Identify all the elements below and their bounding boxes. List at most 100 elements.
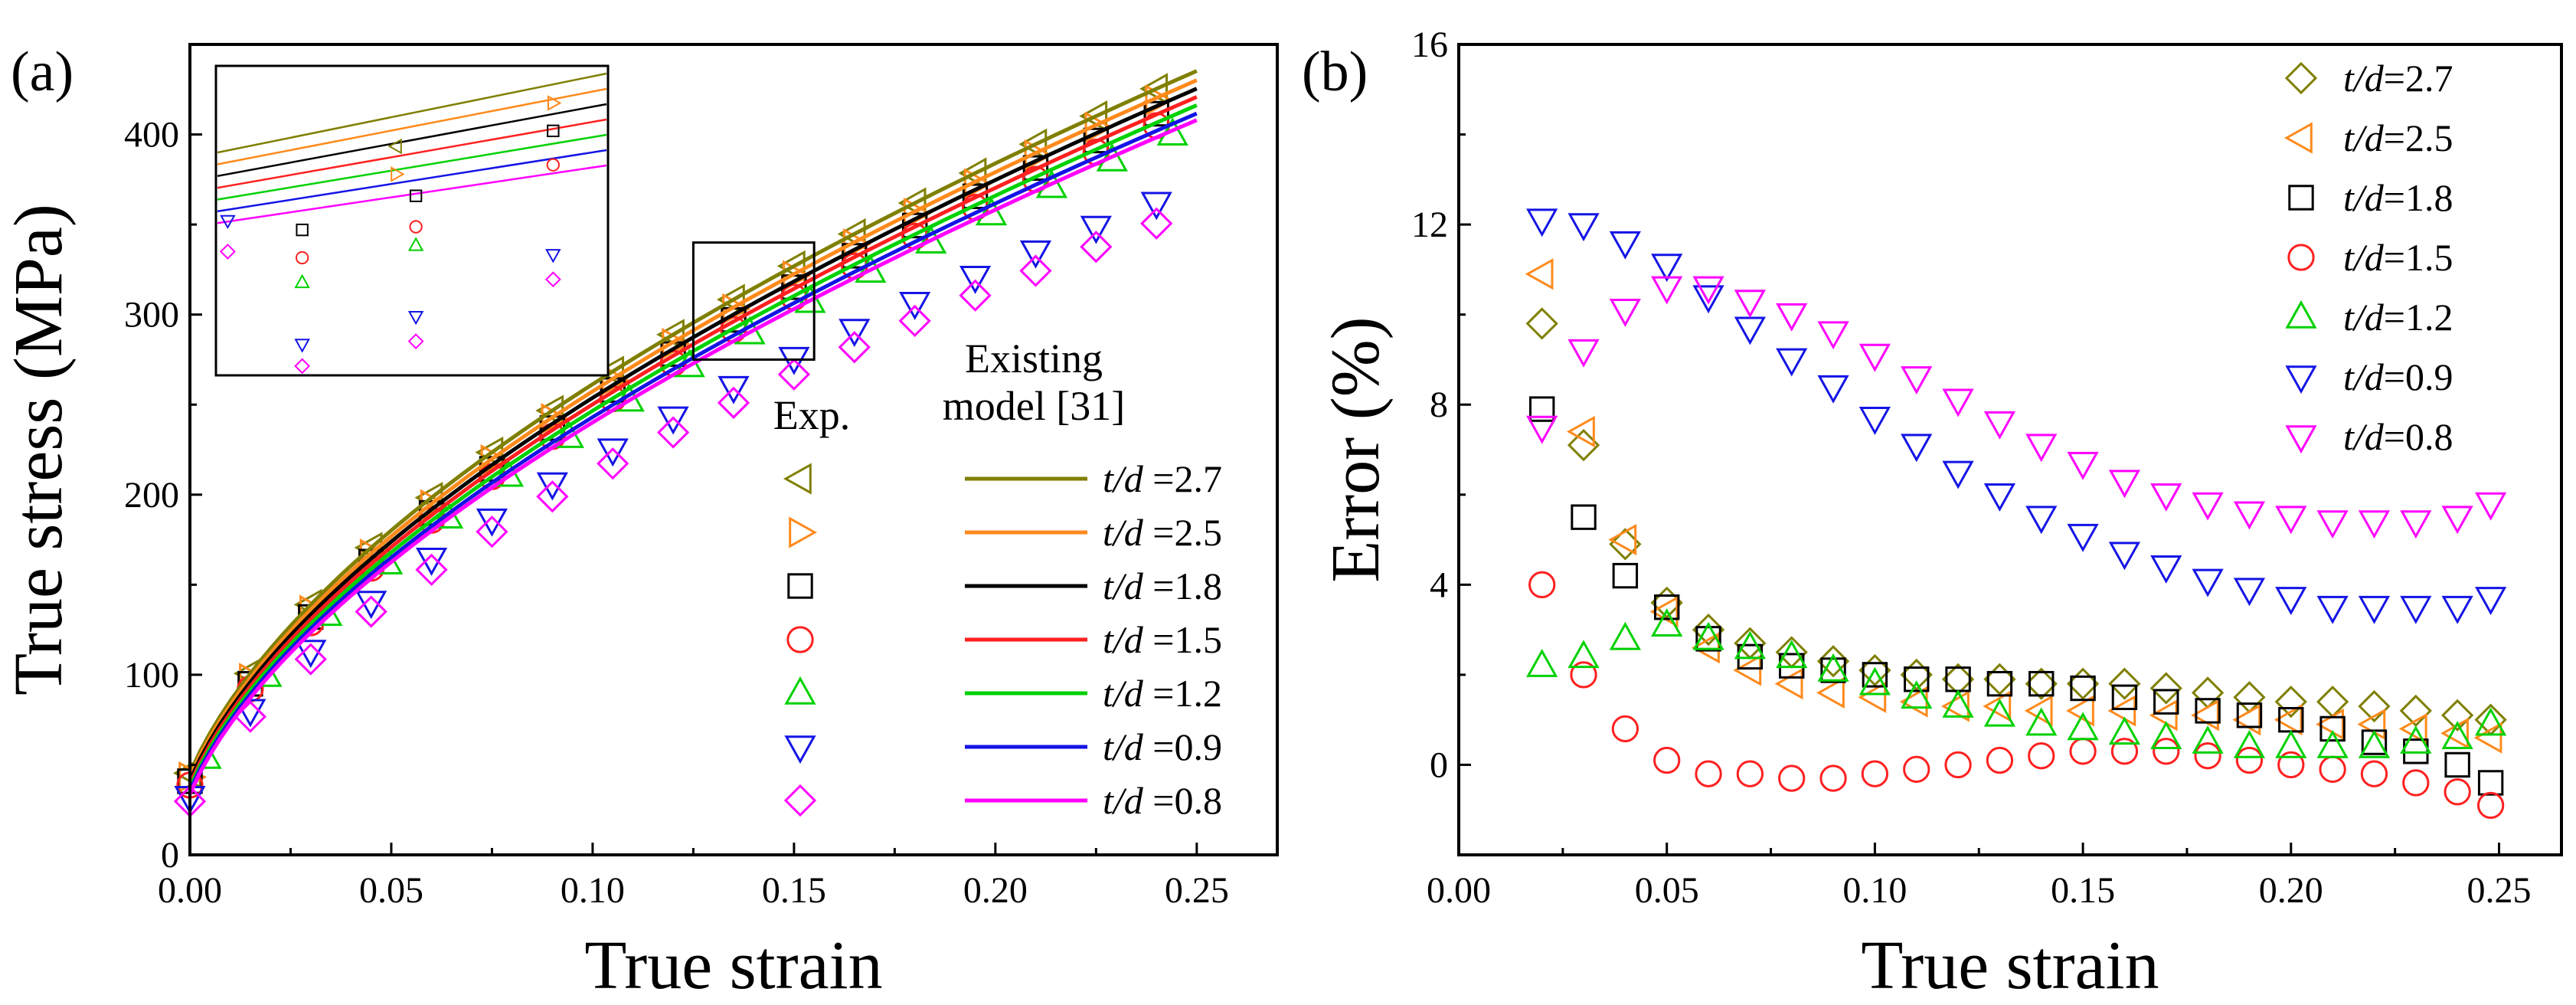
error-point-3-23	[2476, 791, 2505, 819]
exp-point-6-2	[294, 643, 327, 676]
error-point-1-1	[1566, 415, 1595, 448]
legend-a-label-4: t/d =1.2	[1103, 672, 1222, 715]
error-point-6-23	[2475, 492, 2507, 521]
error-point-6-22	[2441, 506, 2473, 535]
error-point-5-19	[2316, 595, 2349, 624]
error-point-0-13	[2066, 667, 2100, 700]
error-point-3-10	[1944, 751, 1972, 779]
error-point-1-21	[2398, 712, 2427, 745]
exp-point-6-11	[838, 331, 871, 364]
error-point-5-5	[1734, 316, 1766, 345]
exp-point-0-15	[1079, 100, 1108, 133]
error-point-6-10	[1942, 388, 1974, 417]
exp-point-5-4	[415, 547, 448, 576]
error-point-3-15	[2153, 738, 2180, 765]
error-point-2-22	[2444, 751, 2470, 778]
b-xtick-label-3: 0.15	[2051, 870, 2115, 911]
inset-line-0	[217, 72, 607, 154]
a-xtick-label-1: 0.05	[359, 870, 423, 911]
error-point-5-9	[1901, 434, 1933, 463]
error-point-2-21	[2403, 738, 2429, 764]
error-point-0-8	[1858, 653, 1891, 687]
error-point-6-15	[2150, 483, 2182, 512]
error-point-4-18	[2275, 729, 2307, 758]
error-point-4-2	[1609, 621, 1641, 650]
error-point-3-3	[1653, 746, 1681, 774]
error-point-6-8	[1858, 343, 1891, 372]
a-xtick-label-4: 0.20	[963, 870, 1028, 911]
legend-a-marker-6	[783, 784, 817, 817]
error-point-3-4	[1695, 760, 1722, 787]
inset-line-4	[217, 133, 607, 201]
error-point-4-21	[2400, 725, 2432, 754]
inset-point-1	[391, 166, 405, 182]
error-point-2-7	[1820, 657, 1846, 683]
legend-b-marker-4	[2285, 300, 2317, 329]
inset-markers	[219, 95, 562, 375]
legend-header-model-line-1: Existing	[965, 336, 1103, 381]
error-point-5-20	[2358, 595, 2391, 624]
panel-b-y-ticks: 0 4 8 12 16	[1411, 25, 1471, 856]
panel-a-stress-strain-chart: (a) 0.00 0.05 0.10 0.15 0.20 0.25 0 100 200 300 4…	[1, 41, 1279, 1003]
error-point-2-1	[1571, 504, 1597, 530]
legend-b-marker-1	[2283, 122, 2313, 154]
exp-point-5-11	[839, 319, 871, 348]
b-xtick-label-2: 0.10	[1842, 870, 1907, 911]
error-point-6-20	[2358, 510, 2391, 539]
a-xtick-label-2: 0.10	[561, 870, 625, 911]
exp-point-6-12	[898, 304, 931, 338]
error-point-4-7	[1817, 653, 1849, 682]
panel-b-y-axis-label: Error (%)	[1318, 316, 1394, 582]
error-point-5-7	[1817, 375, 1849, 404]
panel-b-label: (b)	[1302, 41, 1368, 103]
error-point-4-10	[1942, 689, 1974, 718]
exp-point-5-2	[295, 640, 327, 669]
a-ytick-label-1: 100	[124, 655, 179, 696]
legend-b-label-1: t/d=2.5	[2343, 116, 2453, 159]
b-xtick-label-5: 0.25	[2466, 870, 2531, 911]
error-point-1-14	[2107, 695, 2136, 727]
a-xtick-label-0: 0.00	[158, 870, 222, 911]
legend-a-marker-5	[784, 735, 816, 764]
error-point-0-4	[1692, 613, 1725, 647]
error-point-3-9	[1903, 755, 1930, 783]
error-point-6-12	[2025, 434, 2058, 463]
panel-a-plot-frame	[188, 43, 1279, 856]
panel-b-error-markers	[1525, 208, 2507, 819]
inset-point-12	[407, 310, 424, 326]
exp-point-5-14	[1019, 240, 1052, 269]
exp-point-4-12	[915, 225, 947, 254]
panel-a-inset	[214, 64, 610, 377]
model-line-6	[188, 118, 1198, 795]
inset-point-8	[546, 158, 560, 172]
legend-a-label-5: t/d =0.9	[1103, 725, 1222, 768]
inset-point-2	[548, 95, 562, 111]
error-point-0-20	[2358, 689, 2391, 723]
error-point-3-20	[2360, 760, 2388, 787]
error-point-4-1	[1568, 640, 1600, 669]
error-point-6-3	[1651, 276, 1683, 305]
error-point-1-0	[1525, 258, 1554, 290]
error-point-5-6	[1776, 348, 1808, 377]
error-point-3-18	[2277, 751, 2305, 779]
error-point-2-8	[1862, 662, 1888, 688]
error-point-1-10	[1941, 690, 1970, 722]
error-point-6-0	[1526, 415, 1558, 444]
error-point-5-11	[1983, 483, 2016, 512]
inset-point-0	[387, 138, 402, 155]
legend-b-label-2: t/d=1.8	[2343, 176, 2453, 219]
error-point-6-21	[2400, 510, 2432, 539]
panel-b-error-chart: (b) 0.00 0.05 0.10 0.15 0.20 0.25 0 4 8 12 16 Tru…	[1302, 25, 2563, 1003]
inset-point-14	[294, 358, 311, 375]
exp-point-5-8	[657, 406, 689, 435]
error-point-6-5	[1734, 290, 1766, 319]
error-point-2-17	[2236, 702, 2263, 728]
error-point-2-14	[2111, 684, 2138, 710]
error-point-6-6	[1776, 303, 1808, 332]
error-point-6-19	[2316, 510, 2349, 539]
exp-point-6-10	[777, 358, 811, 391]
error-point-4-19	[2316, 729, 2349, 758]
error-point-4-17	[2233, 729, 2266, 758]
error-point-5-0	[1526, 208, 1558, 237]
